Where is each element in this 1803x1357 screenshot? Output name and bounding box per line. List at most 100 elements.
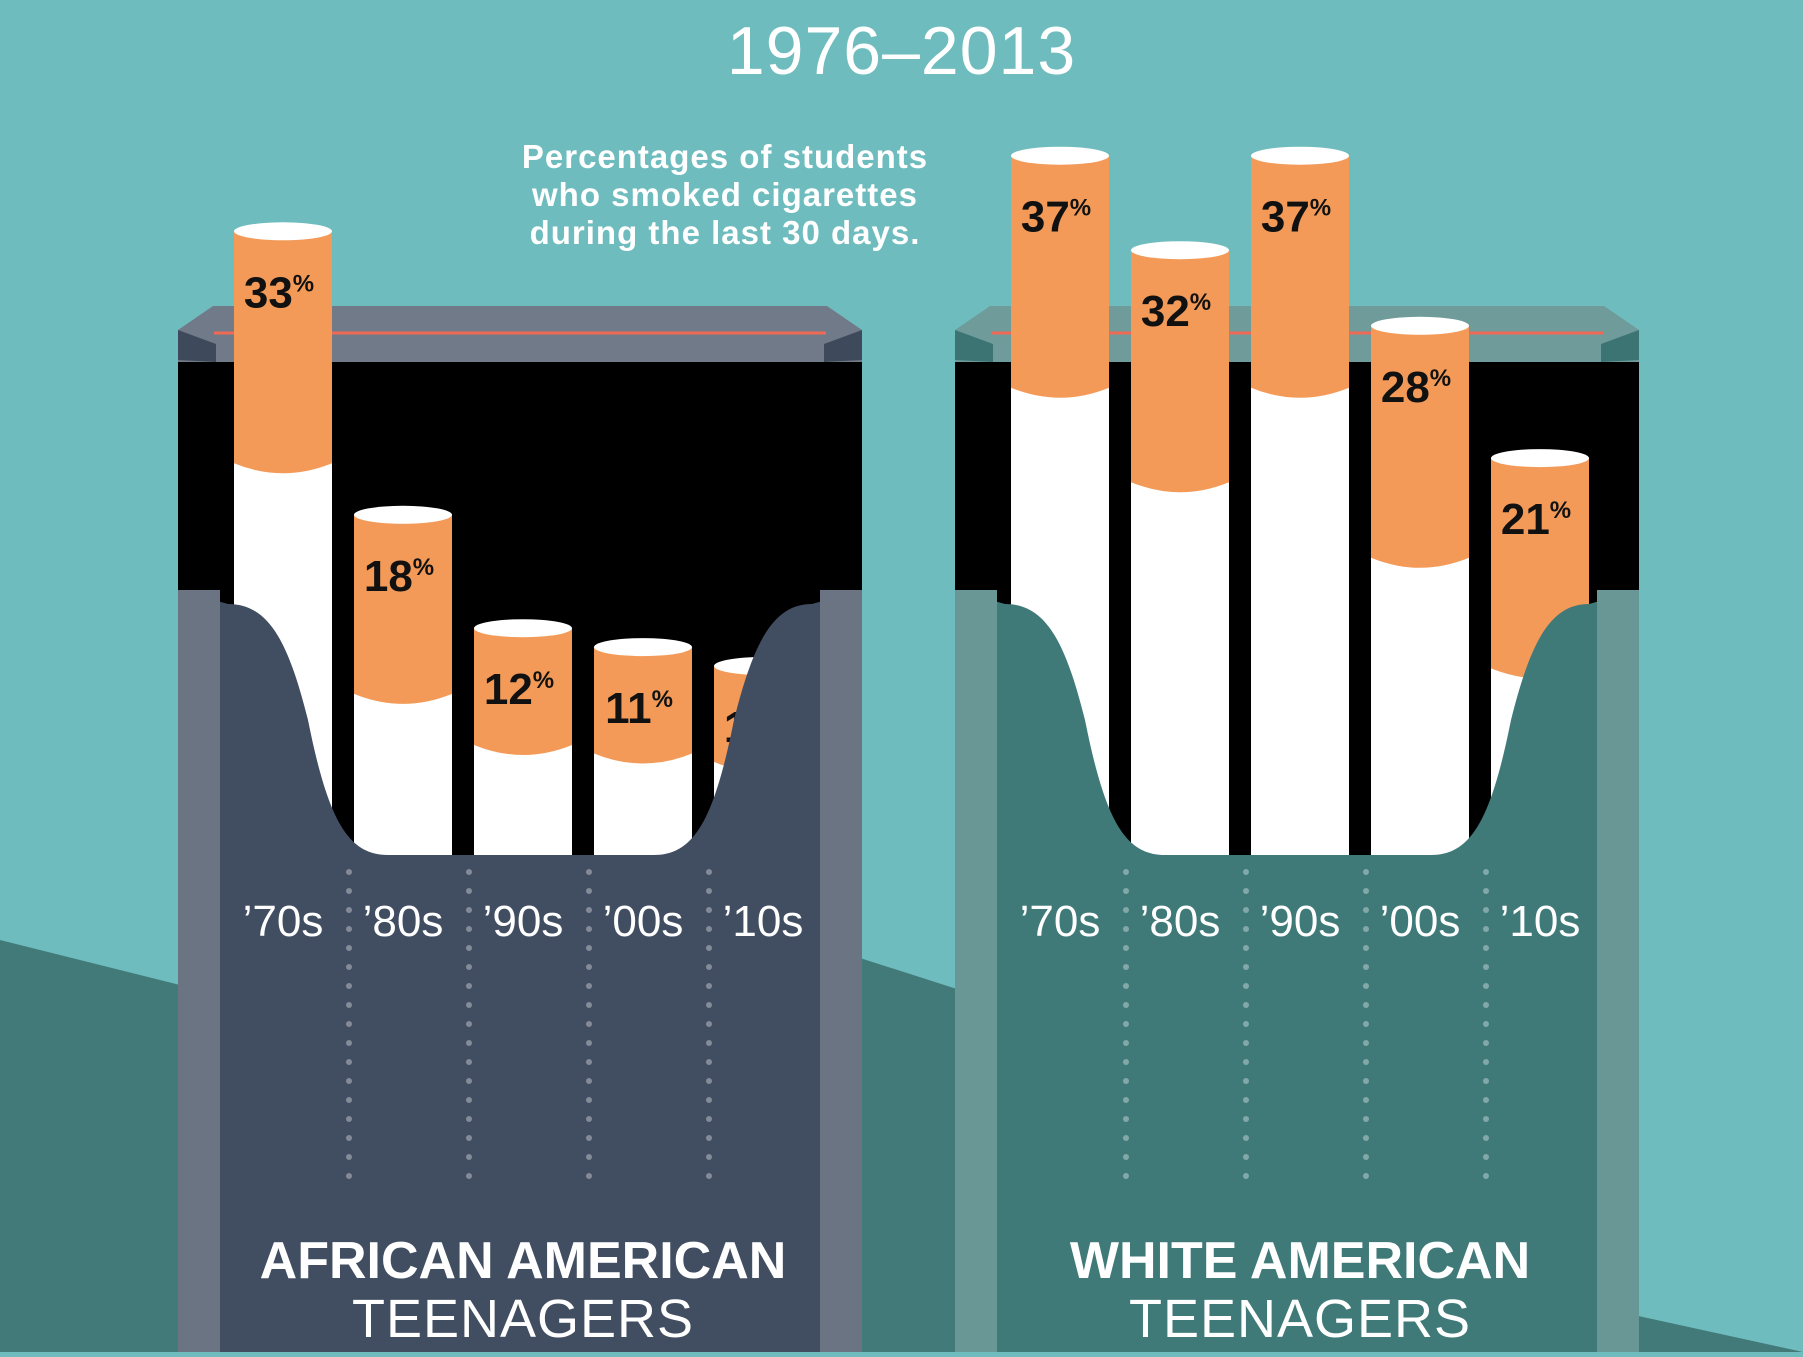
bar-african-filter — [474, 628, 572, 755]
data-label-value: 37 — [1261, 193, 1310, 242]
guide-dot — [706, 964, 712, 970]
guide-dot — [586, 1021, 592, 1027]
guide-dot — [1243, 1040, 1249, 1046]
data-label-white: 21% — [1501, 495, 1571, 544]
guide-dot — [1243, 926, 1249, 932]
data-label-white: 37% — [1261, 193, 1331, 242]
guide-dot — [1483, 888, 1489, 894]
data-label-value: 37 — [1021, 193, 1070, 242]
guide-dot — [466, 945, 472, 951]
data-label-unit: % — [652, 686, 673, 713]
guide-dot — [346, 1021, 352, 1027]
bar-white-filter — [1131, 250, 1229, 493]
data-label-value: 33 — [244, 268, 293, 317]
guide-dot — [466, 926, 472, 932]
bar-white-cap — [1131, 241, 1229, 260]
guide-dot — [466, 869, 472, 875]
guide-dot — [1363, 964, 1369, 970]
guide-dot — [586, 1135, 592, 1141]
guide-dot — [706, 1078, 712, 1084]
guide-dot — [586, 1116, 592, 1122]
pack-african: 33%18%12%11%10%’70s’80s’90s’00s’10s — [178, 222, 862, 1352]
chart-note-line: Percentages of students — [521, 138, 929, 175]
chart-note: Percentages of students who smoked cigar… — [480, 138, 970, 252]
guide-dot — [1243, 1021, 1249, 1027]
guide-dot — [1243, 945, 1249, 951]
guide-dot — [1363, 1002, 1369, 1008]
guide-dot — [1123, 1135, 1129, 1141]
guide-dot — [1483, 1116, 1489, 1122]
guide-dot — [586, 964, 592, 970]
guide-dot — [586, 945, 592, 951]
guide-dot — [706, 1040, 712, 1046]
guide-dot — [586, 869, 592, 875]
data-label-value: 32 — [1141, 287, 1190, 336]
category-label-white: ’80s — [1140, 897, 1221, 946]
guide-dot — [1483, 1154, 1489, 1160]
panel-label-line1: AFRICAN AMERICAN — [259, 1232, 787, 1290]
guide-dot — [1483, 926, 1489, 932]
guide-dot — [1123, 983, 1129, 989]
guide-dot — [466, 1002, 472, 1008]
guide-dot — [346, 1002, 352, 1008]
guide-dot — [1363, 1021, 1369, 1027]
guide-dot — [1243, 983, 1249, 989]
guide-dot — [466, 1040, 472, 1046]
guide-dot — [466, 1173, 472, 1179]
guide-dot — [346, 1059, 352, 1065]
data-label-value: 28 — [1381, 363, 1430, 412]
guide-dot — [1243, 1173, 1249, 1179]
bar-african-filter — [594, 647, 692, 764]
pack-front — [955, 590, 1639, 1352]
guide-dot — [466, 1078, 472, 1084]
guide-dot — [1363, 1040, 1369, 1046]
guide-dot — [346, 1097, 352, 1103]
guide-dot — [1363, 888, 1369, 894]
background-band-right — [860, 958, 960, 1352]
guide-dot — [586, 1154, 592, 1160]
pack-lid-side — [1601, 330, 1639, 362]
guide-dot — [1483, 1135, 1489, 1141]
guide-dot — [346, 907, 352, 913]
guide-dot — [466, 983, 472, 989]
guide-dot — [1123, 1154, 1129, 1160]
data-label-value: 11 — [605, 684, 652, 733]
guide-dot — [1243, 888, 1249, 894]
panel-label-line2: TEENAGERS — [351, 1289, 695, 1349]
guide-dot — [466, 1116, 472, 1122]
guide-dot — [346, 1040, 352, 1046]
guide-dot — [706, 945, 712, 951]
guide-dot — [706, 1154, 712, 1160]
guide-dot — [586, 907, 592, 913]
bar-white-cap — [1251, 146, 1349, 165]
years-title: 1976–2013 — [726, 13, 1077, 89]
guide-dot — [1123, 1116, 1129, 1122]
guide-dot — [466, 888, 472, 894]
guide-dot — [1123, 1173, 1129, 1179]
panel-label-white: WHITE AMERICAN TEENAGERS — [955, 1232, 1645, 1348]
bar-african-cap — [234, 222, 332, 241]
bar-white-cap — [1011, 146, 1109, 165]
bar-african-cap — [354, 505, 452, 524]
bar-african-cap — [594, 638, 692, 657]
guide-dot — [346, 869, 352, 875]
guide-dot — [706, 1059, 712, 1065]
guide-dot — [1243, 1116, 1249, 1122]
guide-dot — [1123, 1021, 1129, 1027]
guide-dot — [706, 869, 712, 875]
data-label-unit: % — [1310, 195, 1331, 222]
guide-dot — [1243, 1002, 1249, 1008]
guide-dot — [1363, 907, 1369, 913]
chart-note-line: who smoked cigarettes — [532, 176, 918, 213]
guide-dot — [346, 1173, 352, 1179]
guide-dot — [706, 888, 712, 894]
guide-dot — [346, 926, 352, 932]
guide-dot — [346, 1154, 352, 1160]
guide-dot — [1363, 1059, 1369, 1065]
data-label-unit: % — [293, 270, 314, 297]
guide-dot — [706, 1002, 712, 1008]
guide-dot — [466, 1059, 472, 1065]
guide-dot — [1123, 1040, 1129, 1046]
category-label-white: ’00s — [1380, 897, 1461, 946]
guide-dot — [1483, 907, 1489, 913]
